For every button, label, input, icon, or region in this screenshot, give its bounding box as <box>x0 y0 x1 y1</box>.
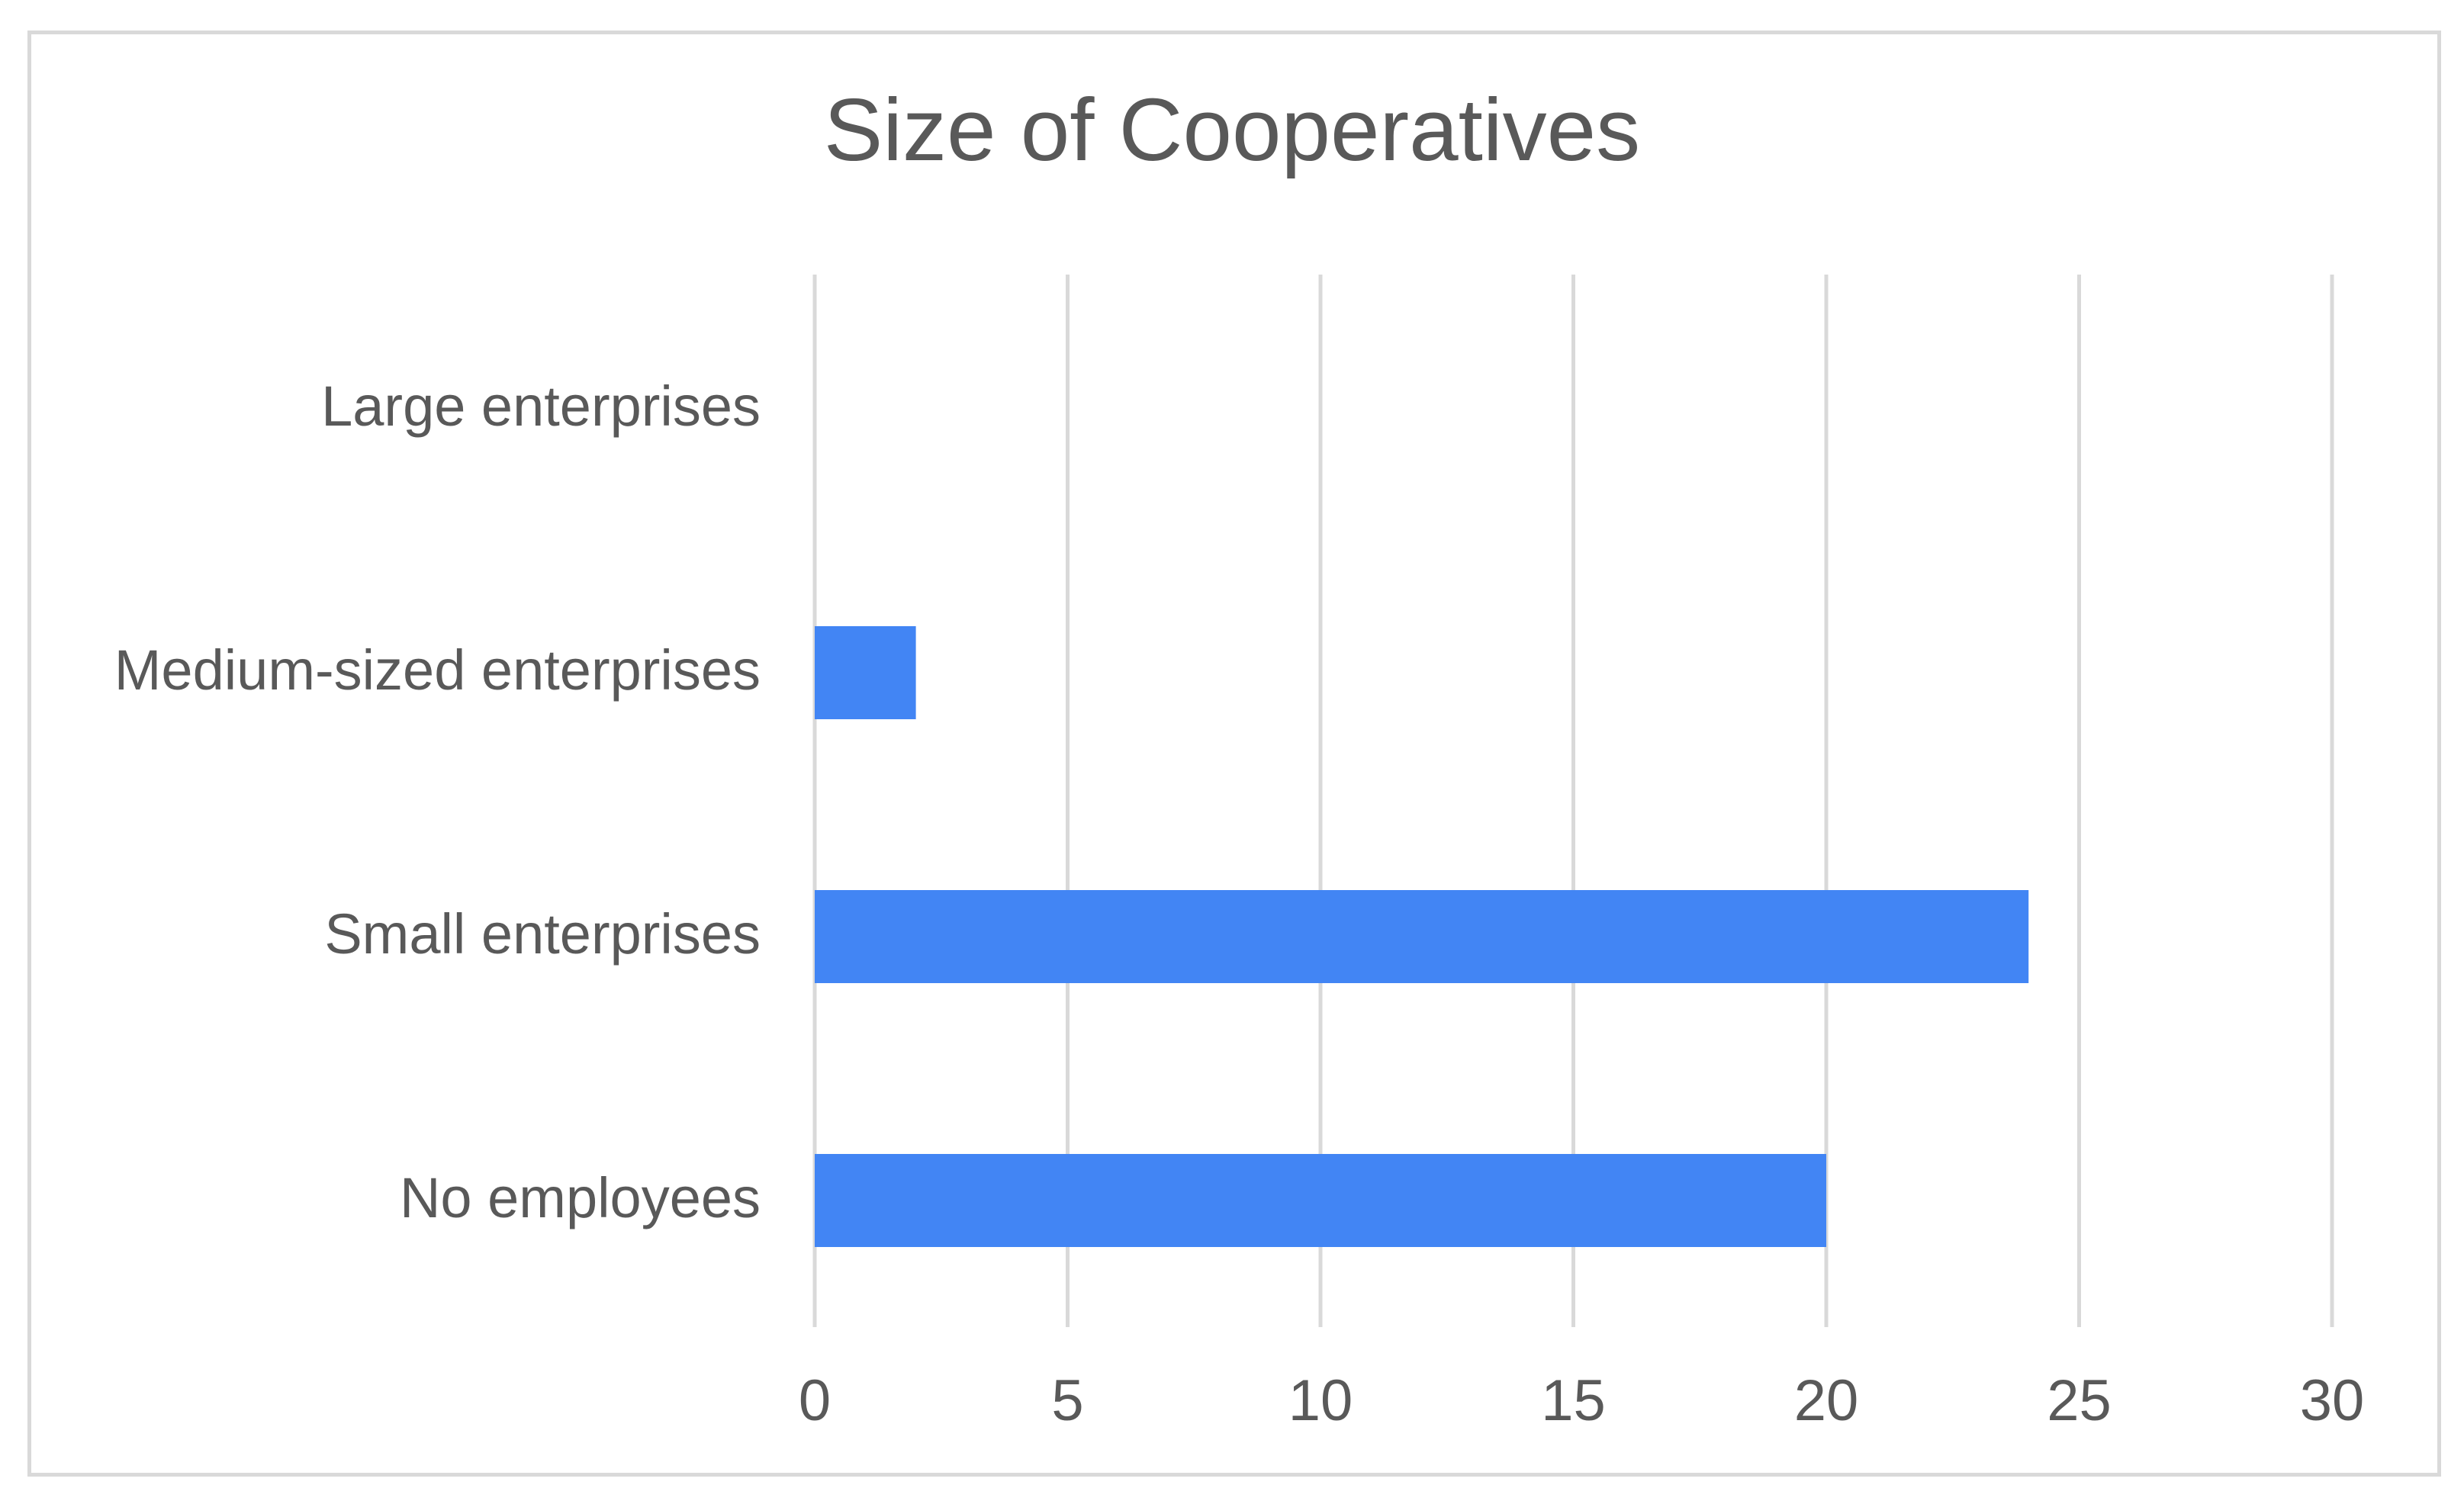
x-tick-label: 20 <box>1794 1368 1859 1433</box>
category-labels: Large enterprises Medium-sized enterprise… <box>114 374 761 1229</box>
bar-no-employees <box>815 1154 1826 1247</box>
category-label: Large enterprises <box>321 374 761 438</box>
x-tick-label: 25 <box>2047 1368 2112 1433</box>
x-axis-tick-labels: 0 5 10 15 20 25 30 <box>799 1368 2364 1433</box>
chart-title: Size of Cooperatives <box>824 80 1640 179</box>
category-label: Small enterprises <box>324 902 761 966</box>
category-label: Medium-sized enterprises <box>114 638 761 702</box>
bars <box>815 626 2029 1247</box>
x-tick-label: 10 <box>1288 1368 1353 1433</box>
bar-small-enterprises <box>815 890 2029 983</box>
x-tick-label: 0 <box>799 1368 831 1433</box>
x-tick-label: 5 <box>1051 1368 1083 1433</box>
x-tick-label: 15 <box>1541 1368 1606 1433</box>
x-tick-label: 30 <box>2300 1368 2365 1433</box>
gridlines <box>812 275 2334 1327</box>
category-label: No employees <box>400 1166 761 1229</box>
bar-medium-sized-enterprises <box>815 626 916 719</box>
